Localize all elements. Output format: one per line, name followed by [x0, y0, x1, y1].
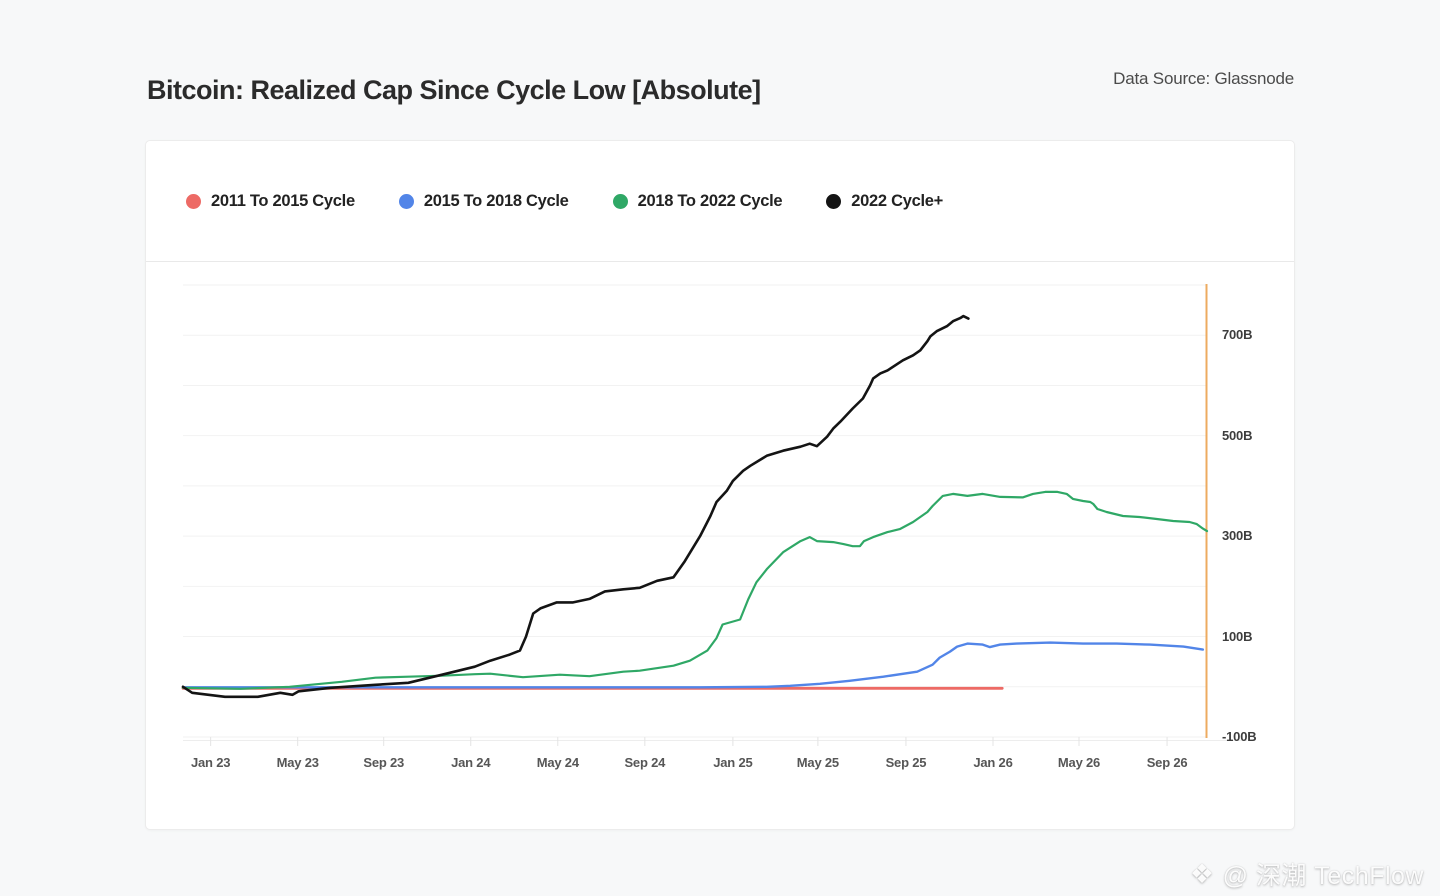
legend-item-label: 2018 To 2022 Cycle: [637, 191, 783, 210]
techflow-logo-icon: ❖: [1189, 858, 1215, 889]
legend: 2011 To 2015 Cycle 2015 To 2018 Cycle 20…: [186, 141, 943, 261]
chart-card: 2011 To 2015 Cycle 2015 To 2018 Cycle 20…: [145, 140, 1295, 830]
watermark-text: @ 深潮 TechFlow: [1222, 862, 1424, 890]
legend-item-2022-cycle-plus[interactable]: 2022 Cycle+: [826, 192, 943, 211]
page-title: Bitcoin: Realized Cap Since Cycle Low [A…: [147, 75, 761, 106]
legend-dot-icon: [186, 193, 201, 209]
legend-dot-icon: [398, 193, 414, 209]
legend-item-label: 2011 To 2015 Cycle: [211, 191, 355, 210]
legend-item-2015-2018-cycle[interactable]: 2015 To 2018 Cycle: [398, 191, 569, 211]
data-source-label: Data Source: Glassnode: [1113, 69, 1294, 88]
legend-item-2018-2022-cycle[interactable]: 2018 To 2022 Cycle: [612, 191, 783, 211]
legend-dot-icon: [612, 193, 628, 209]
legend-item-label: 2015 To 2018 Cycle: [423, 191, 569, 210]
watermark: ❖ @ 深潮 TechFlow: [1190, 856, 1424, 892]
legend-dot-icon: [826, 193, 842, 209]
legend-divider: [146, 261, 1294, 262]
legend-item-2011-2015-cycle[interactable]: 2011 To 2015 Cycle: [186, 192, 355, 211]
legend-item-label: 2022 Cycle+: [851, 191, 943, 210]
